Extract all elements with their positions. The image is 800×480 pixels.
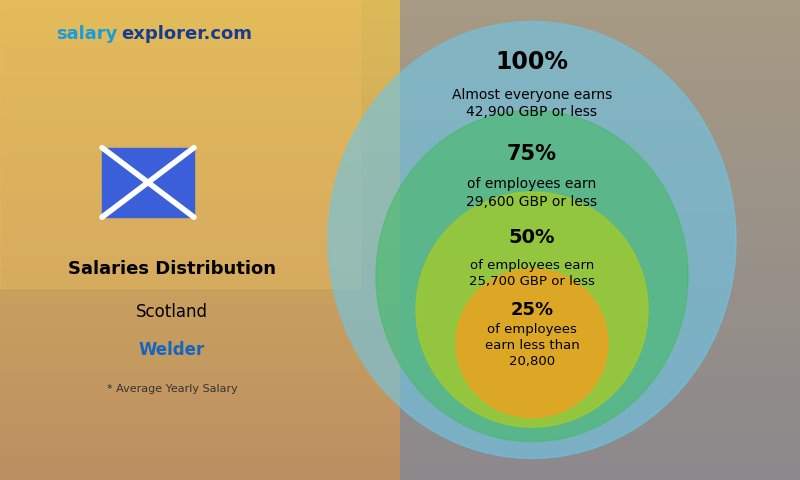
Text: of employees earn
29,600 GBP or less: of employees earn 29,600 GBP or less [466, 177, 598, 209]
Text: 100%: 100% [495, 50, 569, 74]
Bar [0, 0, 360, 288]
Text: Almost everyone earns
42,900 GBP or less: Almost everyone earns 42,900 GBP or less [452, 87, 612, 119]
Text: of employees
earn less than
20,800: of employees earn less than 20,800 [485, 323, 579, 368]
Text: 50%: 50% [509, 228, 555, 247]
Text: Salaries Distribution: Salaries Distribution [68, 260, 276, 278]
Ellipse shape [328, 22, 736, 458]
Text: Welder: Welder [139, 341, 205, 360]
Text: Scotland: Scotland [136, 303, 208, 321]
Text: explorer.com: explorer.com [122, 24, 253, 43]
Text: * Average Yearly Salary: * Average Yearly Salary [106, 384, 238, 394]
Ellipse shape [416, 192, 648, 427]
Text: of employees earn
25,700 GBP or less: of employees earn 25,700 GBP or less [469, 259, 595, 288]
Text: 75%: 75% [507, 144, 557, 164]
Text: 25%: 25% [510, 300, 554, 319]
Bar [102, 147, 194, 217]
Ellipse shape [376, 110, 688, 442]
Ellipse shape [456, 269, 608, 418]
Text: salary: salary [56, 24, 118, 43]
